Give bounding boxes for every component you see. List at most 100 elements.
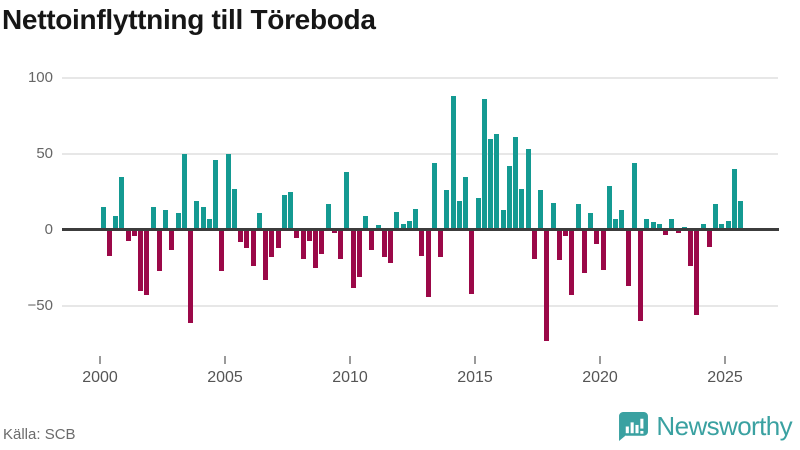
x-tick-2000 (99, 356, 101, 364)
bar-2009-q2 (331, 230, 337, 234)
bar-2025-q3 (738, 201, 744, 230)
bar-2024-q3 (713, 204, 719, 230)
bar-2015-q1 (475, 198, 481, 230)
bar-2006-q1 (250, 230, 256, 267)
bar-2005-q2 (231, 188, 237, 230)
gridline--50 (62, 305, 778, 307)
x-tick-2025 (724, 356, 726, 364)
x-tick-label-2020: 2020 (582, 369, 618, 386)
bar-2020-q2 (606, 185, 612, 230)
bar-2009-q4 (344, 172, 350, 230)
x-tick-2005 (224, 356, 226, 364)
bar-2018-q4 (569, 230, 575, 296)
source-note: Källa: SCB (3, 426, 76, 443)
bar-2010-q2 (356, 230, 362, 278)
bar-2025-q1 (725, 220, 731, 230)
bar-2007-q1 (275, 230, 281, 249)
newsworthy-logo[interactable]: Newsworthy (618, 411, 793, 442)
bar-2012-q3 (413, 208, 419, 230)
bar-2014-q2 (456, 201, 462, 230)
bar-2021-q2 (631, 163, 637, 230)
bar-2000-q4 (119, 176, 125, 230)
bar-2001-q1 (125, 230, 131, 241)
bar-2000-q2 (106, 230, 112, 256)
bar-2001-q4 (144, 230, 150, 296)
bar-2007-q4 (294, 230, 300, 238)
x-tick-label-2000: 2000 (82, 369, 118, 386)
bar-2000-q3 (113, 216, 119, 230)
bar-2019-q3 (588, 213, 594, 230)
bar-2000-q1 (100, 207, 106, 230)
bar-2021-q1 (625, 230, 631, 287)
x-tick-2015 (474, 356, 476, 364)
bar-2022-q1 (650, 222, 656, 230)
bar-2020-q4 (619, 210, 625, 230)
bar-2004-q1 (200, 207, 206, 230)
bar-2013-q3 (438, 230, 444, 258)
bar-2005-q3 (238, 230, 244, 243)
bar-2011-q2 (381, 230, 387, 258)
bar-2007-q3 (288, 192, 294, 230)
zero-baseline (62, 228, 779, 231)
bar-2020-q1 (600, 230, 606, 270)
newsworthy-bubble-chart-icon (618, 411, 649, 442)
bar-2013-q4 (444, 190, 450, 230)
gridline-100 (62, 77, 778, 79)
bar-2019-q2 (581, 230, 587, 273)
x-tick-label-2010: 2010 (332, 369, 368, 386)
x-tick-label-2025: 2025 (707, 369, 743, 386)
bar-2024-q1 (700, 223, 706, 230)
bar-2005-q4 (244, 230, 250, 249)
bar-2015-q4 (494, 134, 500, 230)
newsworthy-wordmark: Newsworthy (656, 411, 792, 441)
bar-2014-q3 (463, 176, 469, 230)
bar-2019-q1 (575, 204, 581, 230)
bar-2023-q3 (688, 230, 694, 267)
bar-2003-q4 (194, 201, 200, 230)
bar-2017-q4 (544, 230, 550, 341)
y-tick-label-0: 0 (44, 221, 53, 238)
bar-2017-q1 (525, 149, 531, 230)
bar-2019-q4 (594, 230, 600, 244)
bar-2002-q2 (156, 230, 162, 272)
bar-2005-q1 (225, 154, 231, 230)
bar-2020-q3 (613, 219, 619, 230)
bar-2023-q1 (675, 230, 681, 234)
bar-2008-q1 (300, 230, 306, 259)
bar-2008-q2 (306, 230, 312, 241)
bar-2022-q4 (669, 219, 675, 230)
bar-2012-q1 (400, 223, 406, 230)
bar-2006-q3 (263, 230, 269, 281)
x-tick-2020 (599, 356, 601, 364)
x-tick-label-2005: 2005 (207, 369, 243, 386)
bar-2003-q2 (181, 154, 187, 230)
bar-2004-q2 (206, 219, 212, 230)
y-tick-label--50: −50 (27, 297, 53, 314)
bar-2001-q3 (138, 230, 144, 291)
bar-2016-q4 (519, 188, 525, 230)
bar-2009-q1 (325, 204, 331, 230)
bar-2001-q2 (131, 230, 137, 237)
bar-2018-q1 (550, 202, 556, 230)
bar-2022-q3 (663, 230, 669, 235)
bar-2002-q4 (169, 230, 175, 250)
bar-2012-q4 (419, 230, 425, 256)
bar-2018-q2 (556, 230, 562, 261)
bar-2011-q4 (394, 211, 400, 230)
bar-2009-q3 (338, 230, 344, 259)
bar-2006-q4 (269, 230, 275, 258)
bar-2018-q3 (563, 230, 569, 237)
bar-2008-q3 (313, 230, 319, 268)
x-tick-2010 (349, 356, 351, 364)
bar-2017-q3 (538, 190, 544, 230)
bar-2014-q1 (450, 96, 456, 230)
bar-2022-q2 (656, 223, 662, 230)
bar-2008-q4 (319, 230, 325, 255)
bar-2004-q4 (219, 230, 225, 272)
bar-2003-q1 (175, 213, 181, 230)
bar-2010-q3 (363, 216, 369, 230)
bar-2025-q2 (731, 169, 737, 230)
bar-2021-q4 (644, 219, 650, 230)
bar-2013-q1 (425, 230, 431, 297)
y-tick-label-100: 100 (27, 69, 53, 86)
